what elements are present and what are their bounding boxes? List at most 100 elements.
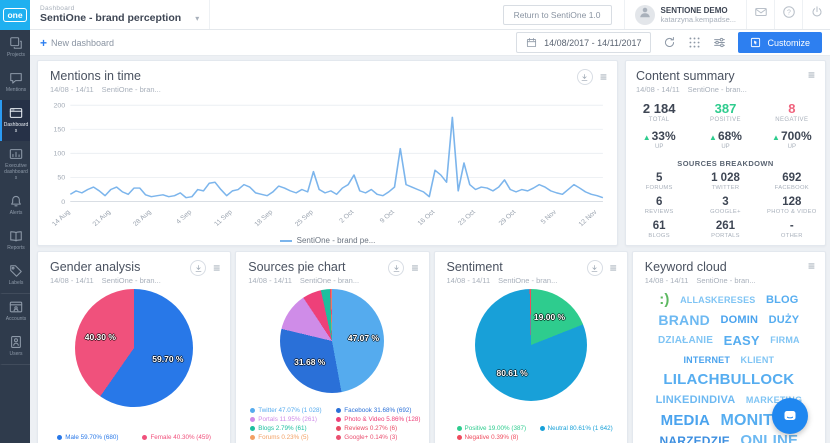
breakdown-value: 1 028 — [711, 172, 740, 184]
keyword[interactable]: :) — [659, 291, 670, 309]
mail-icon — [754, 5, 768, 24]
sidebar-item-mentions[interactable]: Mentions — [0, 65, 30, 100]
legend-text: Blogs 2.79% (61) — [258, 425, 307, 432]
breakdown-google+: 3 GOOGLE+ — [692, 196, 758, 215]
dashboard-selector[interactable]: Dashboard SentiOne - brand perception ▾ — [30, 0, 211, 29]
svg-text:21 Aug: 21 Aug — [92, 209, 113, 228]
panel-menu-button[interactable]: ≡ — [807, 68, 815, 82]
legend-dot — [57, 435, 63, 440]
legend-item-female[interactable]: Female 40.30% (459) — [142, 434, 211, 441]
sidebar-item-labels[interactable]: Labels — [0, 258, 30, 294]
power-icon — [810, 5, 824, 24]
download-button[interactable] — [576, 69, 593, 85]
breakdown-label: BLOGS — [648, 233, 670, 239]
user-name: SENTIONE DEMO — [660, 5, 728, 15]
keyword[interactable]: DUŻY — [768, 313, 800, 326]
keyword[interactable]: ALLASKERESES — [680, 295, 756, 306]
legend-text: Facebook 31.68% (692) — [344, 407, 412, 414]
legend-item-negative[interactable]: Negative 0.39% (8) — [456, 434, 518, 441]
chat-widget-button[interactable] — [772, 398, 808, 434]
panel-menu-button[interactable]: ≡ — [213, 261, 221, 275]
new-dashboard-button[interactable]: + New dashboard — [40, 37, 114, 49]
legend-item-neutral[interactable]: Neutral 80.61% (1 642) — [539, 425, 613, 432]
sidebar-item-label: Reports — [7, 245, 25, 251]
panel-menu-button[interactable]: ≡ — [609, 261, 617, 275]
plus-icon: + — [40, 35, 48, 50]
download-icon — [392, 264, 401, 273]
return-to-sentione-button[interactable]: Return to SentiOne 1.0 — [502, 4, 612, 25]
sidebar-item-accounts[interactable]: Accounts — [0, 294, 30, 329]
keyword[interactable]: KLIENT — [740, 355, 775, 366]
svg-text:4 Sep: 4 Sep — [175, 209, 193, 226]
pie-slice-label: 59.70 % — [152, 353, 184, 364]
panel-menu-button[interactable]: ≡ — [599, 70, 607, 84]
dashboards-icon — [9, 106, 23, 120]
date-range-picker[interactable]: 14/08/2017 - 14/11/2017 — [516, 32, 652, 53]
legend-dot — [250, 426, 256, 431]
legend-item-facebook[interactable]: Facebook 31.68% (692) — [336, 407, 412, 414]
keyword[interactable]: ONLINE — [740, 431, 799, 443]
legend-item-portals[interactable]: Portals 11.95% (261) — [250, 416, 317, 423]
breakdown-other: - OTHER — [759, 220, 825, 239]
sources-breakdown-title: SOURCES BREAKDOWN — [677, 159, 774, 168]
user-menu[interactable]: SENTIONE DEMO katarzyna.kempadse... — [623, 0, 746, 29]
sidebar-item-label: Alerts — [9, 210, 23, 216]
keyword[interactable]: BRAND — [658, 312, 710, 329]
keyword[interactable]: LILACHBULLOCK — [663, 371, 795, 389]
line-legend[interactable]: SentiOne - brand pe... — [38, 236, 617, 245]
sentiment-pie-chart[interactable] — [474, 289, 587, 401]
sentione-logo[interactable]: one — [0, 0, 30, 30]
legend-item-male[interactable]: Male 59.70% (680) — [57, 434, 118, 441]
filters-button[interactable] — [713, 36, 726, 49]
download-button[interactable] — [388, 260, 405, 276]
sidebar-item-alerts[interactable]: Alerts — [0, 188, 30, 223]
sources-pie-chart[interactable] — [280, 289, 385, 393]
legend-item-positive[interactable]: Positive 19.00% (387) — [456, 425, 526, 432]
keyword[interactable]: BLOG — [765, 293, 799, 306]
keyword[interactable]: MEDIA — [660, 411, 710, 429]
breakdown-value: 61 — [652, 220, 666, 232]
person-icon — [638, 5, 652, 24]
help-button[interactable]: ? — [774, 0, 802, 29]
panel-menu-button[interactable]: ≡ — [807, 259, 815, 273]
sidebar-item-dashboards[interactable]: Dashboards — [0, 100, 30, 141]
breakdown-label: FACEBOOK — [774, 185, 809, 191]
sidebar-item-executive-dashboards[interactable]: Executive dashboards — [0, 141, 30, 188]
stat-label: TOTAL — [648, 117, 670, 123]
messages-button[interactable] — [746, 0, 774, 29]
keyword[interactable]: LINKEDINDIVA — [655, 393, 736, 406]
legend-dot — [250, 435, 256, 440]
keyword[interactable]: FIRMA — [770, 335, 800, 346]
download-button[interactable] — [190, 260, 207, 276]
keyword[interactable]: DZIAŁANIE — [658, 334, 714, 346]
legend-dot — [250, 408, 256, 413]
keyword[interactable]: EASY — [723, 332, 760, 348]
refresh-button[interactable] — [663, 36, 676, 49]
legend-item-forums[interactable]: Forums 0.23% (5) — [250, 434, 309, 441]
keyword[interactable]: INTERNET — [683, 355, 731, 366]
chat-icon — [784, 411, 796, 420]
keyword[interactable]: NARZĘDZIE — [659, 433, 730, 443]
sidebar-item-reports[interactable]: Reports — [0, 223, 30, 258]
widgets-grid-button[interactable] — [688, 36, 701, 49]
logout-button[interactable] — [802, 0, 830, 29]
keyword[interactable]: DOMIN — [720, 313, 759, 326]
panel-menu-button[interactable]: ≡ — [411, 261, 419, 275]
mentions-line-chart[interactable]: 0 50 100 150 200 14 Aug 21 Aug 28 Aug 4 Sep 11 Se… — [38, 94, 617, 236]
download-button[interactable] — [586, 260, 603, 276]
breakdown-reviews: 6 REVIEWS — [626, 196, 692, 215]
legend-item-google+[interactable]: Google+ 0.14% (3) — [336, 434, 397, 441]
keyword[interactable]: MARKETING — [745, 395, 803, 406]
legend-item-reviews[interactable]: Reviews 0.27% (6) — [336, 425, 397, 432]
sidebar-item-users[interactable]: Users — [0, 329, 30, 365]
customize-button[interactable]: Customize — [738, 32, 822, 53]
legend-item-twitter[interactable]: Twitter 47.07% (1 028) — [250, 407, 322, 414]
legend-item-photo-video[interactable]: Photo & Video 5.86% (128) — [336, 416, 421, 423]
sidebar-item-projects[interactable]: Projects — [0, 30, 30, 65]
legend-text: Reviews 0.27% (6) — [344, 425, 398, 432]
legend-item-blogs[interactable]: Blogs 2.79% (61) — [250, 425, 307, 432]
pie-slice-label: 19.00 % — [533, 312, 566, 323]
gender-pie-chart[interactable] — [75, 289, 194, 407]
sidebar-item-label: Executive dashboards — [4, 163, 28, 181]
executive-icon — [9, 147, 23, 161]
